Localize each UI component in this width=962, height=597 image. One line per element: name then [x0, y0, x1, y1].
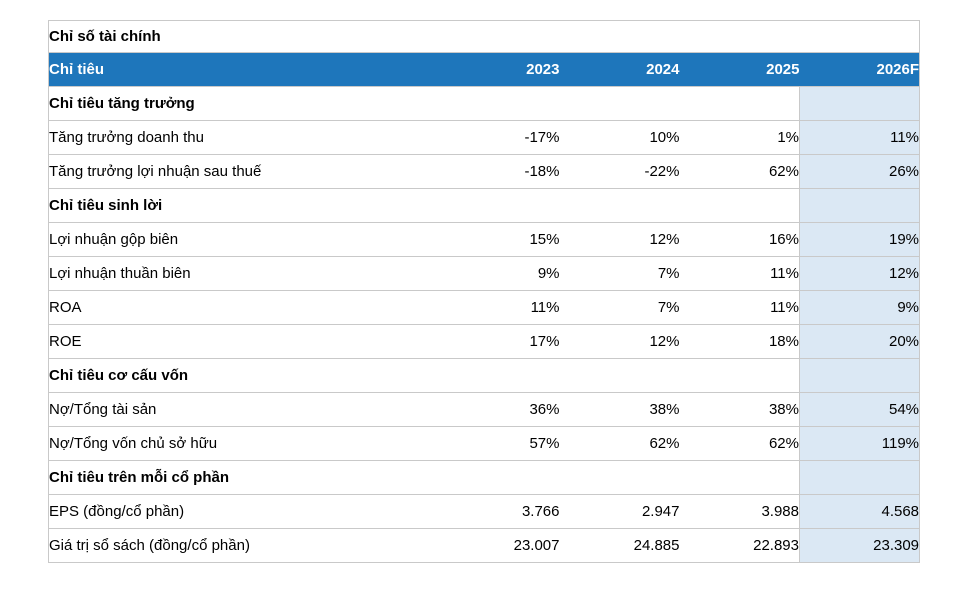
value-cell-forecast: 119% [798, 426, 921, 461]
table-row: EPS (đồng/cổ phần) 3.766 2.947 3.988 4.568 [48, 494, 921, 529]
table-row: Lợi nhuận gộp biên 15% 12% 16% 19% [48, 222, 921, 257]
value-cell: 16% [679, 222, 800, 257]
forecast-cell-empty [798, 188, 921, 223]
row-label: Tăng trưởng doanh thu [48, 120, 440, 155]
value-cell: 62% [559, 426, 680, 461]
table-row: ROE 17% 12% 18% 20% [48, 324, 921, 359]
value-cell-forecast: 23.309 [798, 528, 921, 563]
forecast-cell-empty [798, 460, 921, 495]
value-cell: 1% [679, 120, 800, 155]
value-cell: 18% [679, 324, 800, 359]
table-row: Giá trị sổ sách (đồng/cổ phần) 23.007 24.8… [48, 528, 921, 563]
value-cell: -18% [439, 154, 560, 189]
section-row: Chỉ tiêu tăng trưởng [48, 86, 921, 121]
value-cell: 36% [439, 392, 560, 427]
forecast-cell-empty [798, 86, 921, 121]
value-cell: 11% [439, 290, 560, 325]
row-label: Nợ/Tổng tài sản [48, 392, 440, 427]
table-row: Lợi nhuận thuần biên 9% 7% 11% 12% [48, 256, 921, 291]
value-cell-forecast: 12% [798, 256, 921, 291]
value-cell-forecast: 9% [798, 290, 921, 325]
table-row: Nợ/Tổng vốn chủ sở hữu 57% 62% 62% 119% [48, 426, 921, 461]
section-label: Chỉ tiêu cơ cấu vốn [48, 358, 800, 393]
row-label: Lợi nhuận gộp biên [48, 222, 440, 257]
value-cell: -22% [559, 154, 680, 189]
value-cell-forecast: 54% [798, 392, 921, 427]
value-cell: 12% [559, 222, 680, 257]
section-row: Chỉ tiêu cơ cấu vốn [48, 358, 921, 393]
value-cell: 12% [559, 324, 680, 359]
header-col-2026f: 2026F [799, 52, 921, 87]
value-cell: 3.766 [439, 494, 560, 529]
value-cell: 62% [679, 426, 800, 461]
header-col-2025: 2025 [679, 52, 800, 87]
value-cell-forecast: 19% [798, 222, 921, 257]
value-cell: 57% [439, 426, 560, 461]
table-row: Tăng trưởng lợi nhuận sau thuế -18% -22% 62… [48, 154, 921, 189]
row-label: Lợi nhuận thuần biên [48, 256, 440, 291]
value-cell-forecast: 4.568 [798, 494, 921, 529]
value-cell: 38% [679, 392, 800, 427]
value-cell: 9% [439, 256, 560, 291]
section-label: Chỉ tiêu tăng trưởng [48, 86, 800, 121]
value-cell-forecast: 11% [798, 120, 921, 155]
header-col-2024: 2024 [559, 52, 680, 87]
value-cell: 62% [679, 154, 800, 189]
row-label: Giá trị sổ sách (đồng/cổ phần) [48, 528, 440, 563]
header-col-2023: 2023 [439, 52, 560, 87]
table-row: Nợ/Tổng tài sản 36% 38% 38% 54% [48, 392, 921, 427]
table-title: Chỉ số tài chính [47, 20, 921, 53]
value-cell: 2.947 [559, 494, 680, 529]
row-label: Tăng trưởng lợi nhuận sau thuế [48, 154, 440, 189]
row-label: ROE [48, 324, 440, 359]
row-label: ROA [48, 290, 440, 325]
value-cell: 7% [559, 256, 680, 291]
value-cell: 17% [439, 324, 560, 359]
value-cell: 15% [439, 222, 560, 257]
header-label: Chỉ tiêu [48, 52, 440, 87]
value-cell: 10% [559, 120, 680, 155]
value-cell: 38% [559, 392, 680, 427]
value-cell: 11% [679, 290, 800, 325]
table-row: ROA 11% 7% 11% 9% [48, 290, 921, 325]
value-cell: 24.885 [559, 528, 680, 563]
value-cell: 23.007 [439, 528, 560, 563]
section-label: Chỉ tiêu trên mỗi cổ phần [48, 460, 800, 495]
value-cell-forecast: 26% [798, 154, 921, 189]
table-row: Tăng trưởng doanh thu -17% 10% 1% 11% [48, 120, 921, 155]
row-label: EPS (đồng/cổ phần) [48, 494, 440, 529]
table-header-row: Chỉ tiêu 2023 2024 2025 2026F [48, 52, 921, 87]
financial-ratios-table: Chỉ số tài chính Chỉ tiêu 2023 2024 2025… [47, 20, 921, 563]
section-row: Chỉ tiêu trên mỗi cổ phần [48, 460, 921, 495]
value-cell: 22.893 [679, 528, 800, 563]
value-cell: 3.988 [679, 494, 800, 529]
section-label: Chỉ tiêu sinh lời [48, 188, 800, 223]
value-cell: -17% [439, 120, 560, 155]
row-label: Nợ/Tổng vốn chủ sở hữu [48, 426, 440, 461]
value-cell: 7% [559, 290, 680, 325]
table-title-row: Chỉ số tài chính [47, 20, 921, 53]
value-cell: 11% [679, 256, 800, 291]
section-row: Chỉ tiêu sinh lời [48, 188, 921, 223]
forecast-cell-empty [798, 358, 921, 393]
value-cell-forecast: 20% [798, 324, 921, 359]
